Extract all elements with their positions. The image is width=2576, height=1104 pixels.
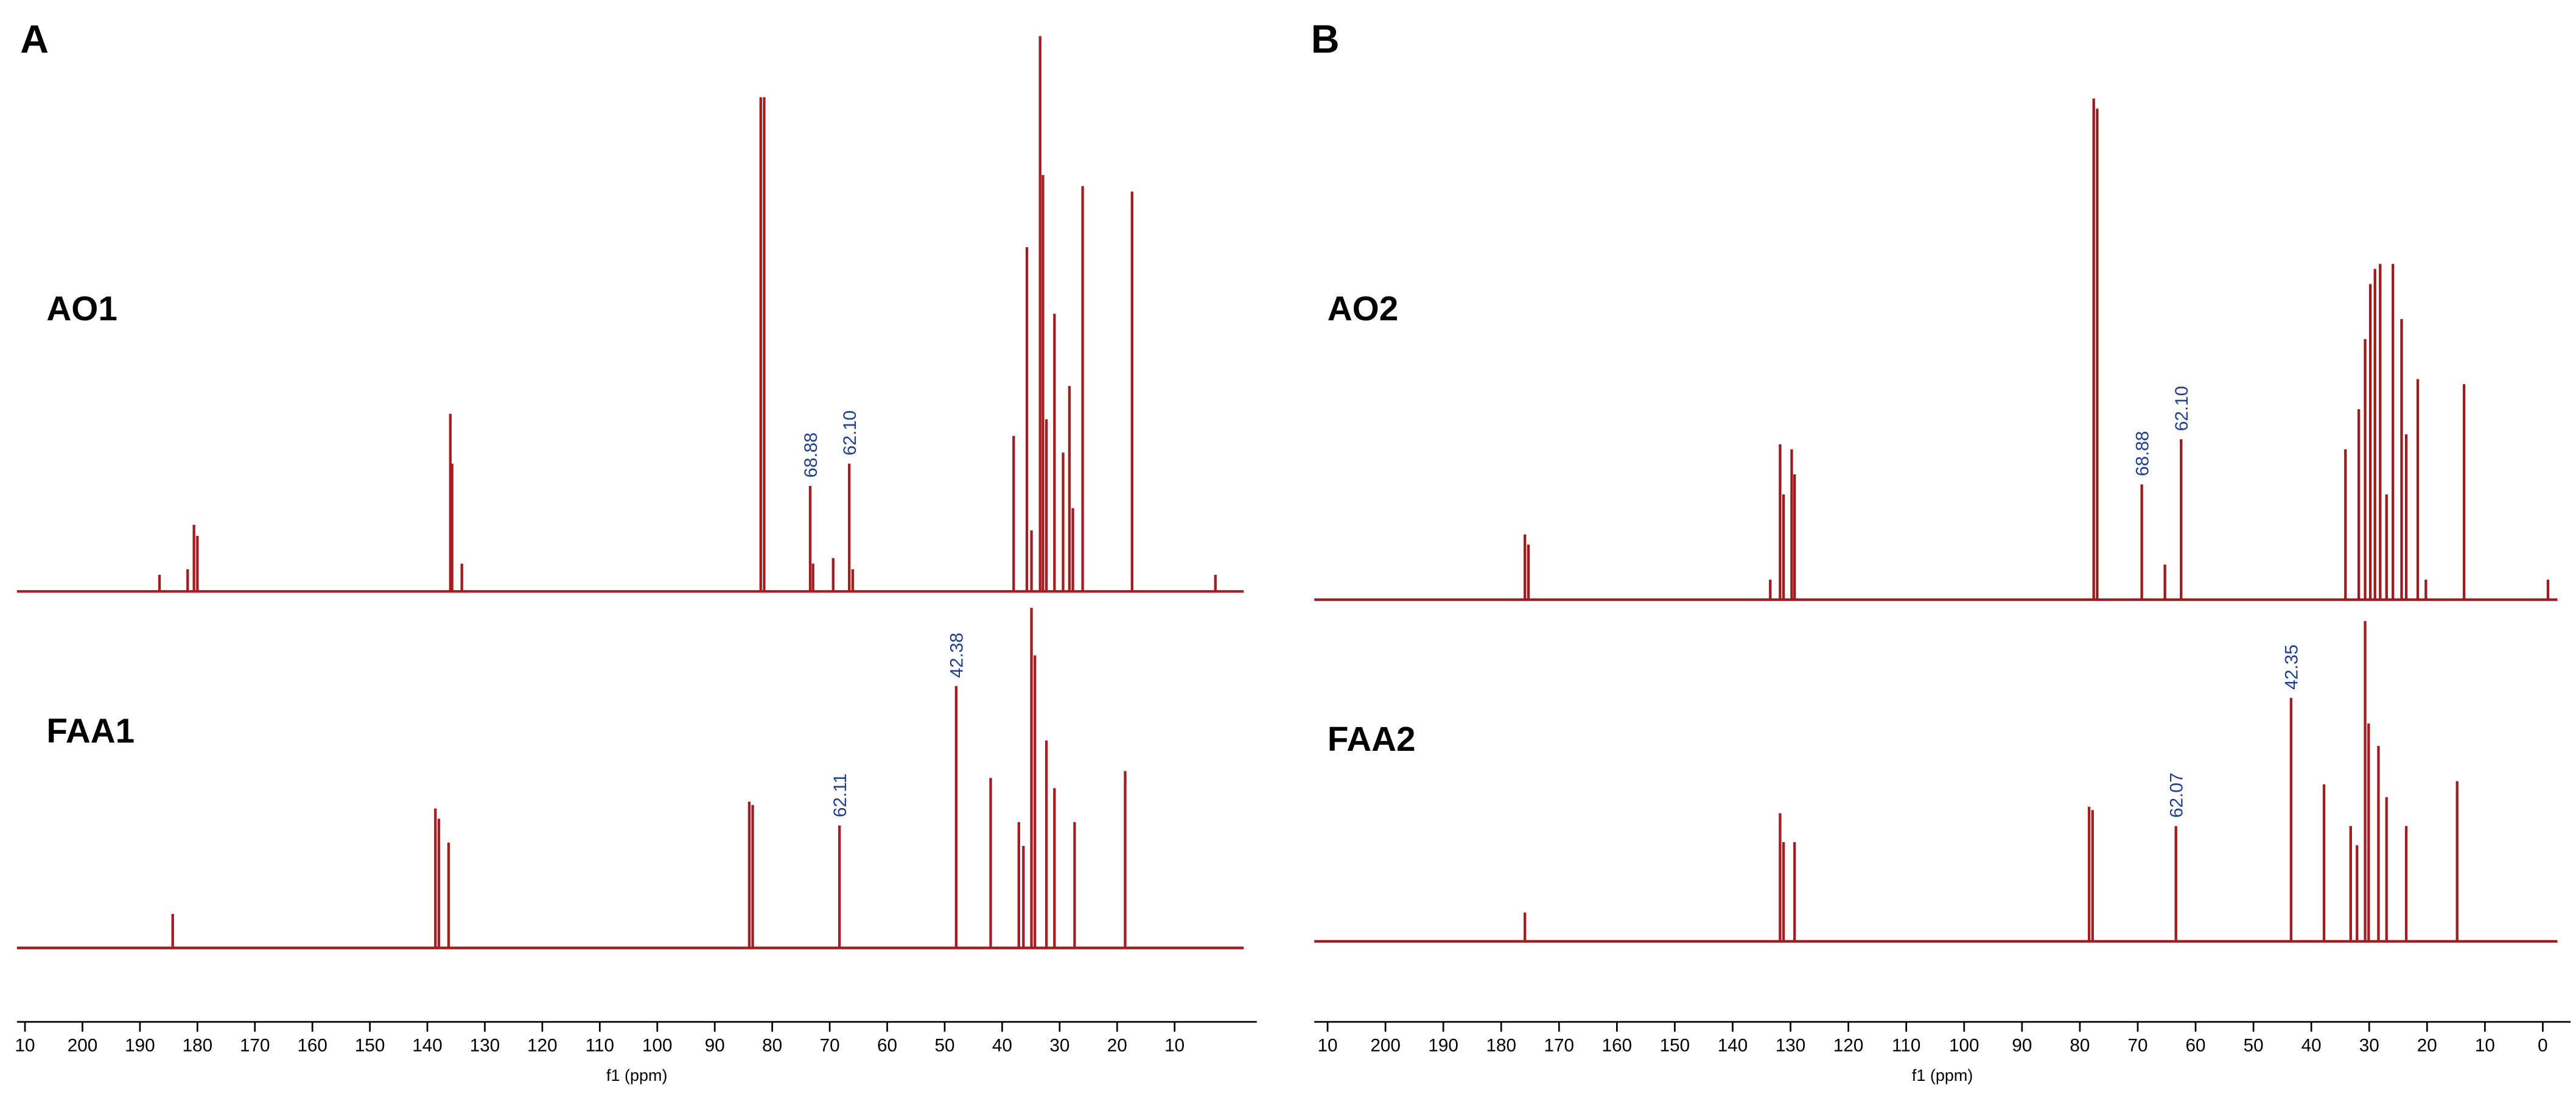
x-tick-label: 60 bbox=[877, 1036, 897, 1056]
x-tick-label: 110 bbox=[586, 1036, 614, 1056]
peak-label: 62.10 bbox=[840, 410, 860, 455]
x-tick-label: 100 bbox=[1949, 1036, 1979, 1056]
peak-label: 68.88 bbox=[801, 432, 821, 477]
x-tick-label: 50 bbox=[2244, 1036, 2264, 1056]
x-tick-label: 120 bbox=[1833, 1036, 1863, 1056]
x-tick-label: 90 bbox=[705, 1036, 725, 1056]
spectrum-name: FAA2 bbox=[1328, 720, 1416, 759]
peak-label: 42.35 bbox=[2282, 644, 2302, 689]
x-tick-label: 50 bbox=[934, 1036, 954, 1056]
peak-label: 62.10 bbox=[2172, 386, 2192, 431]
peak-label: 62.11 bbox=[830, 773, 850, 817]
x-tick-label: 190 bbox=[1428, 1036, 1458, 1056]
x-tick-label: 150 bbox=[355, 1036, 385, 1056]
x-tick-label: 110 bbox=[1892, 1036, 1920, 1056]
x-tick-label: 200 bbox=[1370, 1036, 1400, 1056]
x-tick-label: 120 bbox=[527, 1036, 557, 1056]
x-tick-label: 0 bbox=[2538, 1036, 2548, 1056]
x-tick-label: 150 bbox=[1660, 1036, 1690, 1056]
x-tick-label: 130 bbox=[470, 1036, 500, 1056]
panel-label: B bbox=[1311, 16, 1340, 61]
x-tick-label: 70 bbox=[2127, 1036, 2147, 1056]
x-tick-label: 40 bbox=[2301, 1036, 2322, 1056]
x-tick-label: 30 bbox=[2359, 1036, 2379, 1056]
x-tick-label: 10 bbox=[1318, 1036, 1338, 1056]
x-tick-label: 60 bbox=[2186, 1036, 2206, 1056]
spectrum-name: FAA1 bbox=[46, 712, 135, 750]
x-tick-label: 20 bbox=[1107, 1036, 1127, 1056]
peak-label: 68.88 bbox=[2132, 431, 2152, 476]
x-tick-label: 160 bbox=[297, 1036, 327, 1056]
x-tick-label: 190 bbox=[125, 1036, 155, 1056]
x-tick-label: 80 bbox=[2070, 1036, 2090, 1056]
x-tick-label: 10 bbox=[1164, 1036, 1185, 1056]
x-tick-label: 30 bbox=[1049, 1036, 1069, 1056]
x-tick-label: 180 bbox=[1486, 1036, 1516, 1056]
x-tick-label: 170 bbox=[1544, 1036, 1574, 1056]
peak-label: 42.38 bbox=[947, 633, 967, 678]
spectrum-name: AO1 bbox=[46, 290, 117, 328]
x-tick-label: 140 bbox=[412, 1036, 442, 1056]
x-tick-label: 170 bbox=[240, 1036, 270, 1056]
x-tick-label: 200 bbox=[68, 1036, 97, 1056]
x-axis-label: f1 (ppm) bbox=[1912, 1066, 1973, 1085]
x-tick-label: 180 bbox=[183, 1036, 212, 1056]
x-tick-label: 10 bbox=[15, 1036, 35, 1056]
x-tick-label: 40 bbox=[992, 1036, 1012, 1056]
x-tick-label: 160 bbox=[1602, 1036, 1632, 1056]
x-axis-label: f1 (ppm) bbox=[606, 1066, 667, 1085]
x-tick-label: 20 bbox=[2417, 1036, 2437, 1056]
panel-label: A bbox=[20, 16, 49, 61]
x-tick-label: 130 bbox=[1776, 1036, 1805, 1056]
x-tick-label: 140 bbox=[1718, 1036, 1748, 1056]
peak-label: 62.07 bbox=[2167, 773, 2187, 818]
spectrum-name: AO2 bbox=[1328, 290, 1398, 328]
x-tick-label: 100 bbox=[642, 1036, 672, 1056]
x-tick-label: 70 bbox=[820, 1036, 840, 1056]
x-tick-label: 90 bbox=[2012, 1036, 2032, 1056]
x-tick-label: 80 bbox=[762, 1036, 782, 1056]
x-tick-label: 10 bbox=[2475, 1036, 2495, 1056]
